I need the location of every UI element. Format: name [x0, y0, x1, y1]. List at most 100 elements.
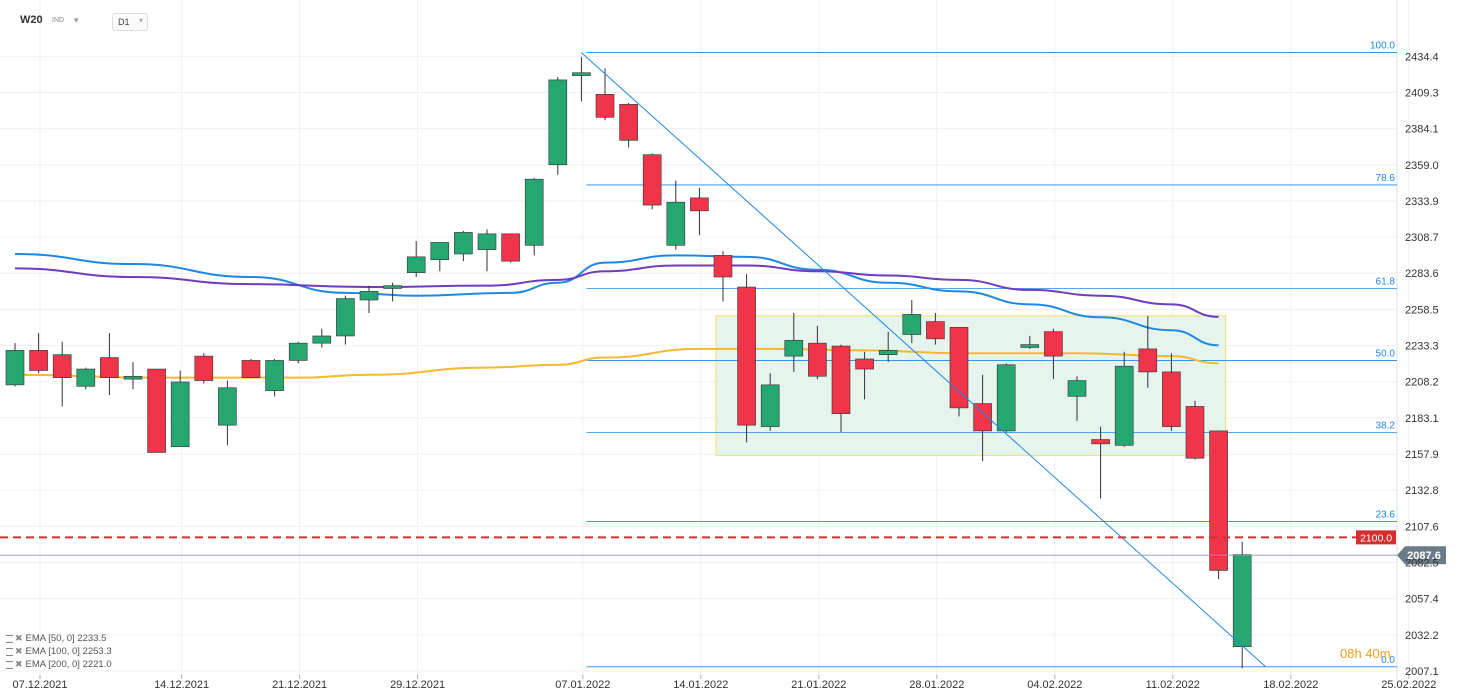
candle-down — [1185, 400, 1205, 460]
candle-body — [595, 93, 615, 118]
y-tick-label: 2258.5 — [1405, 304, 1439, 316]
y-tick-label: 2384.1 — [1405, 124, 1439, 136]
timeframe-select[interactable]: D1 ▾ — [112, 13, 148, 31]
y-tick-label: 2434.4 — [1405, 51, 1439, 63]
candle-up — [5, 343, 25, 387]
candle-body — [926, 321, 945, 340]
candle-body — [548, 79, 568, 166]
legend-item-ema200[interactable]: ✖ EMA [200, 0] 2221.0 — [6, 658, 112, 671]
candle-body — [430, 242, 450, 261]
candle-down — [29, 333, 48, 374]
range-zone-box — [715, 315, 1227, 456]
candle-up — [359, 285, 379, 313]
candle-body — [619, 104, 638, 141]
x-tick-label: 07.12.2021 — [12, 679, 67, 691]
chevron-down-icon: ▾ — [138, 16, 143, 25]
candle-down — [855, 351, 874, 400]
candle-body — [642, 154, 662, 206]
candle-down — [241, 358, 261, 378]
candle-body — [312, 335, 332, 344]
candle-body — [808, 342, 827, 377]
settings-icon[interactable] — [6, 634, 13, 643]
close-icon[interactable]: ✖ — [15, 633, 23, 643]
y-tick-label: 2208.2 — [1405, 377, 1439, 389]
candle-down — [808, 325, 827, 380]
level-tag — [1356, 530, 1396, 545]
candle-down — [1209, 430, 1228, 580]
candle-body — [737, 286, 756, 426]
settings-icon[interactable] — [6, 647, 13, 656]
candle-body — [241, 360, 261, 378]
candle-up — [1232, 541, 1252, 669]
candle-down — [973, 374, 992, 462]
y-tick-label: 2308.7 — [1405, 232, 1439, 244]
candle-body — [760, 384, 780, 427]
candle-up — [477, 229, 497, 272]
candle-body — [690, 197, 709, 212]
close-icon[interactable]: ✖ — [15, 659, 23, 669]
range-zone — [715, 315, 1227, 456]
candle-body — [1185, 406, 1205, 459]
x-tick-label: 14.01.2022 — [673, 679, 728, 691]
chart-toolbar: W20 IND ▾ D1 ▾ — [0, 0, 600, 40]
trendline — [581, 52, 1267, 668]
candle-up — [336, 295, 355, 345]
candle-down — [147, 368, 166, 453]
candle-down — [949, 327, 969, 417]
x-tick-label: 14.12.2021 — [154, 679, 209, 691]
chevron-down-icon[interactable]: ▾ — [74, 15, 79, 25]
indicator-legend: ✖ EMA [50, 0] 2233.5 ✖ EMA [100, 0] 2253… — [6, 632, 112, 671]
y-tick-label: 2157.9 — [1405, 449, 1439, 461]
candle-body — [713, 255, 733, 278]
y-tick-label: 2409.3 — [1405, 87, 1439, 99]
y-tick-label: 2082.5 — [1405, 558, 1439, 570]
candle-body — [194, 355, 214, 381]
candle-body — [477, 233, 497, 250]
candle-body — [5, 350, 25, 386]
legend-label: EMA [100, 0] 2253.3 — [25, 646, 112, 657]
legend-item-ema100[interactable]: ✖ EMA [100, 0] 2253.3 — [6, 645, 112, 658]
y-tick-label: 2333.9 — [1405, 196, 1439, 208]
fib-level-label: 0.0 — [1381, 655, 1395, 666]
candle-down — [100, 333, 119, 395]
candle-down — [737, 274, 756, 443]
candle-down — [1162, 353, 1181, 431]
candle-up — [996, 363, 1016, 433]
candle-body — [1209, 430, 1228, 571]
candle-down — [619, 102, 638, 148]
settings-icon[interactable] — [6, 660, 13, 669]
candle-body — [454, 232, 473, 255]
candle-body — [1091, 439, 1110, 445]
candle-up — [454, 230, 473, 262]
candle-up — [572, 56, 591, 102]
candle-body — [170, 381, 190, 448]
ema50-line — [14, 252, 1219, 347]
candle-body — [1114, 365, 1134, 446]
candle-up — [406, 241, 426, 277]
indicator-toggle[interactable]: IND — [52, 17, 65, 24]
candle-up — [265, 358, 284, 397]
fibonacci-levels: 100.0 78.6 61.8 50.0 38.2 23.6 0.0 — [586, 41, 1397, 668]
y-tick-label: 2283.6 — [1405, 268, 1439, 280]
candles — [5, 56, 1252, 669]
candle-body — [784, 339, 804, 357]
x-tick-label: 18.02.2022 — [1263, 679, 1318, 691]
fib-level-label: 61.8 — [1376, 276, 1396, 287]
candle-body — [1138, 348, 1158, 373]
candle-down — [52, 341, 72, 407]
candle-body — [996, 364, 1016, 432]
legend-item-ema50[interactable]: ✖ EMA [50, 0] 2233.5 — [6, 632, 112, 645]
x-tick-label: 28.01.2022 — [909, 679, 964, 691]
candle-down — [831, 344, 851, 433]
legend-label: EMA [50, 0] 2233.5 — [25, 633, 107, 644]
close-icon[interactable]: ✖ — [15, 646, 23, 656]
x-tick-label: 07.01.2022 — [555, 679, 610, 691]
y-tick-label: 2107.6 — [1405, 521, 1439, 533]
candle-down — [194, 353, 214, 384]
candle-up — [524, 177, 544, 256]
fib-level-label: 78.6 — [1376, 173, 1396, 184]
level-tag-label: 2100.0 — [1360, 532, 1392, 544]
symbol-label[interactable]: W20 — [20, 14, 43, 26]
